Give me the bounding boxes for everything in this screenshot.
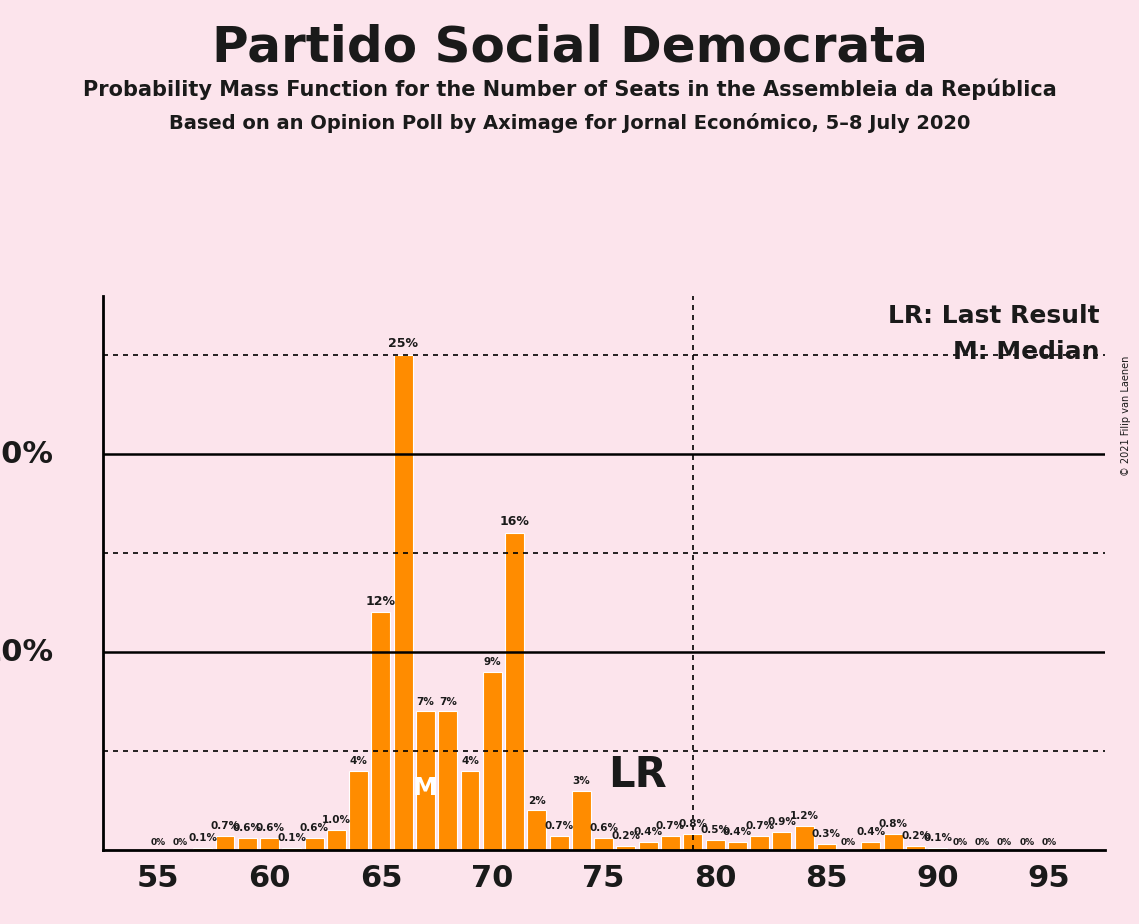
- Bar: [260, 838, 279, 850]
- Text: Partido Social Democrata: Partido Social Democrata: [212, 23, 927, 71]
- Bar: [906, 846, 925, 850]
- Bar: [772, 833, 792, 850]
- Text: M: Median: M: Median: [953, 340, 1100, 364]
- Bar: [550, 836, 568, 850]
- Text: 25%: 25%: [388, 337, 418, 350]
- Bar: [572, 791, 591, 850]
- Text: LR: Last Result: LR: Last Result: [888, 304, 1100, 328]
- Bar: [705, 840, 724, 850]
- Text: 0.7%: 0.7%: [656, 821, 685, 832]
- Text: 0%: 0%: [1019, 838, 1034, 847]
- Text: 0.2%: 0.2%: [901, 832, 931, 841]
- Text: 7%: 7%: [439, 697, 457, 707]
- Text: 0.6%: 0.6%: [300, 823, 329, 833]
- Text: 0%: 0%: [997, 838, 1013, 847]
- Text: 4%: 4%: [461, 756, 480, 766]
- Bar: [282, 848, 302, 850]
- Text: 12%: 12%: [366, 594, 396, 608]
- Bar: [616, 846, 636, 850]
- Text: 0.1%: 0.1%: [188, 833, 218, 843]
- Bar: [683, 834, 703, 850]
- Bar: [527, 810, 547, 850]
- Text: 0.7%: 0.7%: [544, 821, 574, 832]
- Text: 9%: 9%: [483, 657, 501, 667]
- Text: 0.7%: 0.7%: [745, 821, 775, 832]
- Bar: [304, 838, 323, 850]
- Bar: [238, 838, 256, 850]
- Bar: [795, 826, 813, 850]
- Text: 16%: 16%: [500, 516, 530, 529]
- Text: Based on an Opinion Poll by Aximage for Jornal Económico, 5–8 July 2020: Based on an Opinion Poll by Aximage for …: [169, 113, 970, 133]
- Bar: [439, 711, 457, 850]
- Text: 0.2%: 0.2%: [612, 832, 640, 841]
- Text: 0.6%: 0.6%: [255, 823, 284, 833]
- Text: 0.1%: 0.1%: [924, 833, 952, 843]
- Text: LR: LR: [608, 754, 666, 796]
- Bar: [661, 836, 680, 850]
- Text: 0.8%: 0.8%: [878, 820, 908, 830]
- Bar: [595, 838, 613, 850]
- Bar: [751, 836, 769, 850]
- Bar: [483, 672, 502, 850]
- Text: 1.2%: 1.2%: [789, 811, 819, 821]
- Bar: [327, 831, 346, 850]
- Text: © 2021 Filip van Laenen: © 2021 Filip van Laenen: [1121, 356, 1131, 476]
- Bar: [861, 842, 880, 850]
- Text: 0%: 0%: [150, 838, 166, 847]
- Bar: [728, 842, 747, 850]
- Bar: [884, 834, 903, 850]
- Text: 1.0%: 1.0%: [322, 815, 351, 825]
- Text: 20%: 20%: [0, 440, 54, 468]
- Text: 10%: 10%: [0, 638, 54, 666]
- Text: 0%: 0%: [841, 838, 857, 847]
- Text: 0.6%: 0.6%: [232, 823, 262, 833]
- Bar: [460, 771, 480, 850]
- Text: 0.1%: 0.1%: [277, 833, 306, 843]
- Text: 0.9%: 0.9%: [768, 818, 796, 827]
- Text: Probability Mass Function for the Number of Seats in the Assembleia da República: Probability Mass Function for the Number…: [83, 79, 1056, 100]
- Bar: [416, 711, 435, 850]
- Bar: [371, 613, 391, 850]
- Text: 4%: 4%: [350, 756, 368, 766]
- Text: 0%: 0%: [952, 838, 968, 847]
- Text: 0%: 0%: [975, 838, 990, 847]
- Bar: [215, 836, 235, 850]
- Text: M: M: [413, 776, 437, 799]
- Text: 3%: 3%: [573, 776, 590, 785]
- Text: 0.8%: 0.8%: [678, 820, 707, 830]
- Bar: [928, 848, 948, 850]
- Text: 0.7%: 0.7%: [211, 821, 239, 832]
- Bar: [639, 842, 657, 850]
- Text: 7%: 7%: [417, 697, 434, 707]
- Text: 2%: 2%: [528, 796, 546, 806]
- Text: 0.3%: 0.3%: [812, 829, 841, 839]
- Bar: [194, 848, 212, 850]
- Text: 0%: 0%: [1041, 838, 1057, 847]
- Bar: [505, 533, 524, 850]
- Bar: [350, 771, 368, 850]
- Text: 0.6%: 0.6%: [589, 823, 618, 833]
- Text: 0%: 0%: [173, 838, 188, 847]
- Text: 0.4%: 0.4%: [857, 827, 885, 837]
- Text: 0.5%: 0.5%: [700, 825, 730, 835]
- Text: 0.4%: 0.4%: [723, 827, 752, 837]
- Bar: [394, 355, 412, 850]
- Bar: [817, 845, 836, 850]
- Text: 0.4%: 0.4%: [633, 827, 663, 837]
